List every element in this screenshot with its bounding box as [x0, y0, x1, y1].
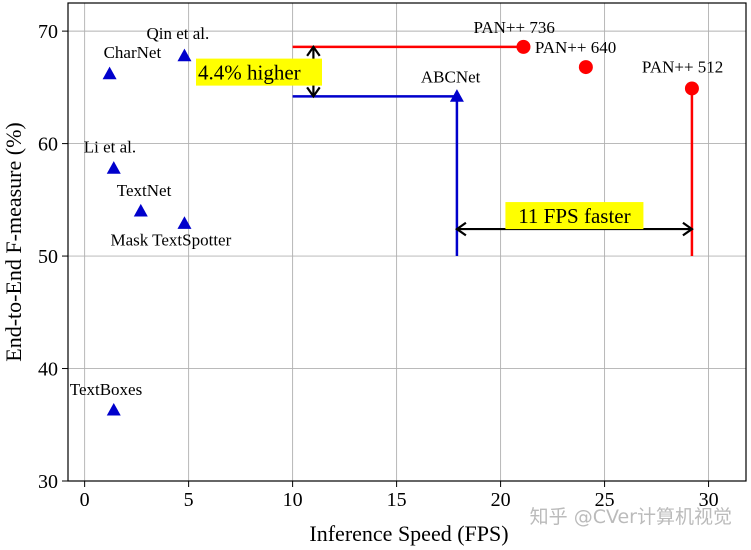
axis-ticks: 0 5 10 15 20 25 30 30 40 50 60 70	[38, 21, 719, 511]
annotation-highlight	[196, 58, 322, 86]
y-tick-label: 60	[38, 134, 58, 156]
point-label: Mask TextSpotter	[110, 230, 231, 249]
arrow-head	[306, 44, 321, 57]
triangle-marker	[177, 48, 192, 62]
arrow-head	[682, 221, 694, 237]
annotations: 4.4% higher 11 FPS faster	[196, 44, 694, 237]
plot-frame	[67, 2, 747, 482]
y-axis-label: End-to-End F-measure (%)	[1, 122, 26, 361]
annotation-text: 4.4% higher	[198, 61, 301, 85]
point-label: PAN++ 736	[473, 18, 554, 37]
arrow-head	[306, 86, 321, 99]
point-label: PAN++ 512	[642, 57, 723, 76]
triangle-marker	[106, 402, 121, 416]
triangle-marker	[102, 66, 117, 80]
x-tick-label: 10	[283, 489, 303, 511]
circle-marker	[516, 39, 531, 54]
annotation-text: 11 FPS faster	[518, 204, 630, 228]
point-label: TextNet	[117, 181, 172, 200]
y-tick-label: 30	[38, 471, 58, 493]
triangle-marker	[106, 161, 121, 174]
point-label: PAN++ 640	[535, 38, 616, 57]
point-label: TextBoxes	[70, 380, 142, 399]
annotation-highlight	[505, 202, 644, 230]
arrow-head	[454, 221, 467, 237]
circle-marker	[684, 81, 699, 96]
x-tick-label: 15	[387, 489, 407, 511]
x-tick-label: 30	[699, 489, 719, 511]
circle-marker	[578, 60, 593, 75]
point-label: CharNet	[104, 43, 162, 62]
watermark: 知乎 @CVer计算机视觉	[530, 506, 732, 528]
reference-lines	[292, 45, 694, 257]
triangle-marker	[449, 89, 464, 102]
point-label: ABCNet	[421, 67, 481, 86]
y-tick-label: 50	[38, 246, 58, 268]
y-tick-label: 70	[38, 21, 58, 43]
data-markers	[102, 39, 699, 416]
triangle-marker	[177, 216, 192, 229]
x-axis-label: Inference Speed (FPS)	[309, 521, 508, 546]
triangle-marker	[133, 203, 148, 217]
x-tick-label: 20	[491, 489, 511, 511]
x-tick-label: 5	[184, 489, 194, 511]
point-label: Li et al.	[84, 137, 136, 156]
y-tick-label: 40	[38, 359, 58, 381]
x-tick-label: 25	[595, 489, 615, 511]
x-tick-label: 0	[80, 489, 90, 511]
point-label: Qin et al.	[146, 24, 209, 43]
